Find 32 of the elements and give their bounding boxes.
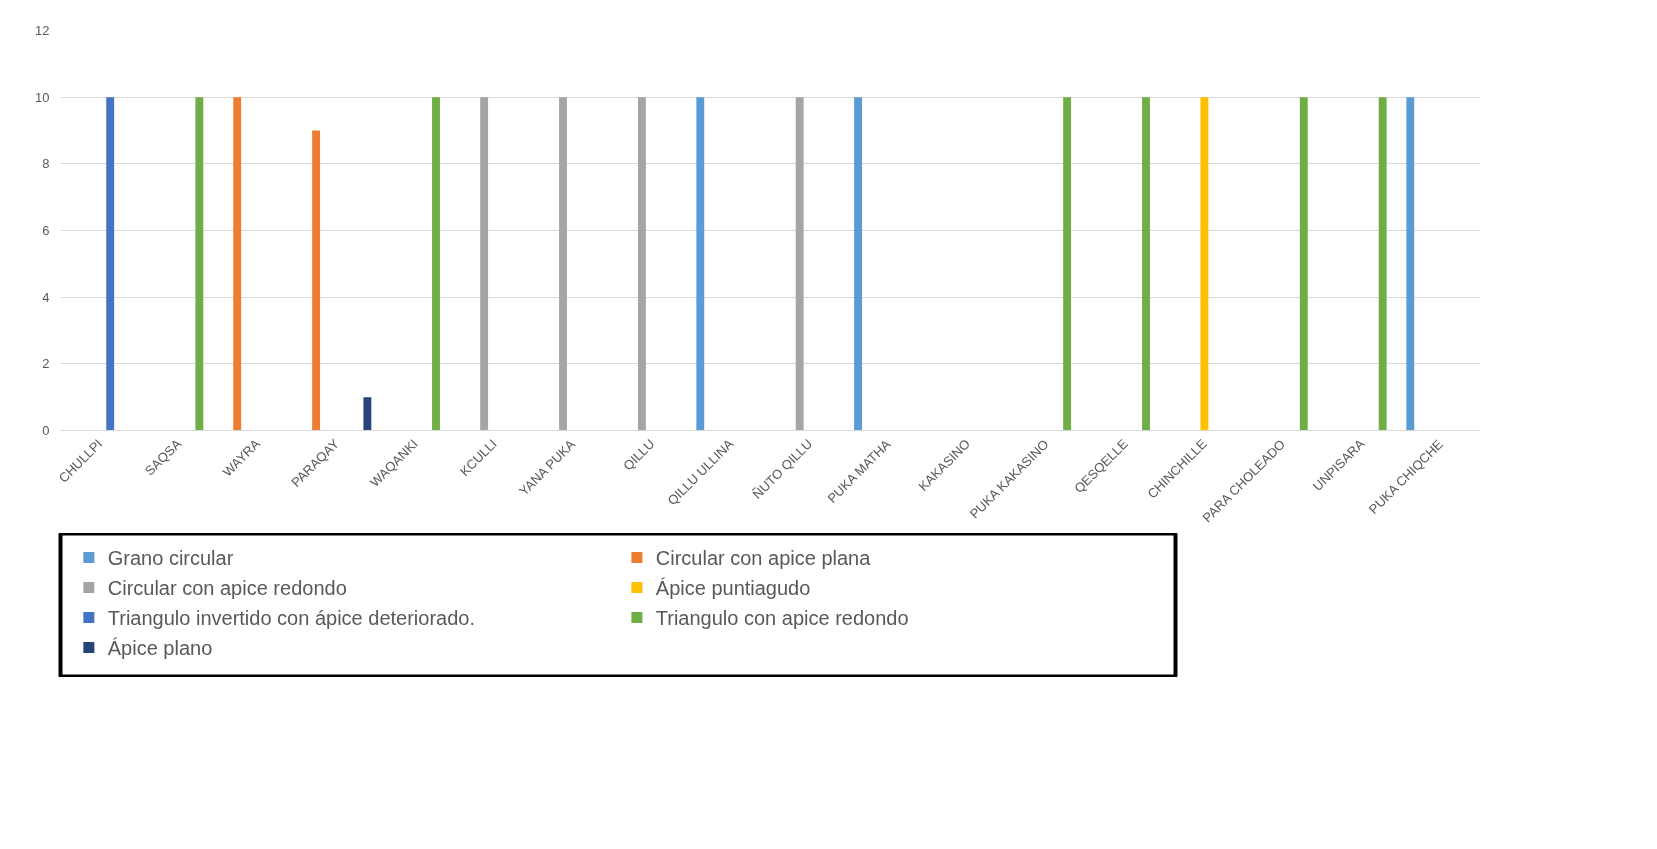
y-tick-label: 8 [42,156,50,172]
bar [1063,97,1072,431]
y-tick-label: 10 [35,89,50,105]
bar [363,397,372,431]
y-tick-label: 6 [42,223,50,238]
y-tick-label: 4 [42,289,50,305]
bar [795,97,804,431]
legend-label: Ápice plano [107,636,213,659]
y-tick-label: 12 [35,23,50,38]
bar [696,97,705,431]
bar [1299,97,1308,431]
y-tick-label: 0 [42,423,50,438]
bar [1200,97,1209,431]
bar [637,97,646,431]
bar [195,97,204,431]
bar [480,97,489,431]
legend-label: Triangulo con apice redondo [655,606,909,629]
legend-label: Ápice puntiagudo [655,576,811,599]
bar [312,130,321,431]
legend-label: Circular con apice plana [655,546,872,569]
legend-label: Circular con apice redondo [107,576,347,599]
bar [854,97,863,431]
legend-label: Triangulo invertido con ápice deteriorado. [107,606,476,629]
bar [1406,97,1415,431]
bar [233,97,242,431]
y-tick-label: 2 [42,356,50,372]
legend-label: Grano circular [107,546,234,569]
bar [1142,97,1150,431]
bar [1378,97,1387,431]
bar [106,97,115,431]
bar [559,97,567,431]
bar [432,97,440,431]
